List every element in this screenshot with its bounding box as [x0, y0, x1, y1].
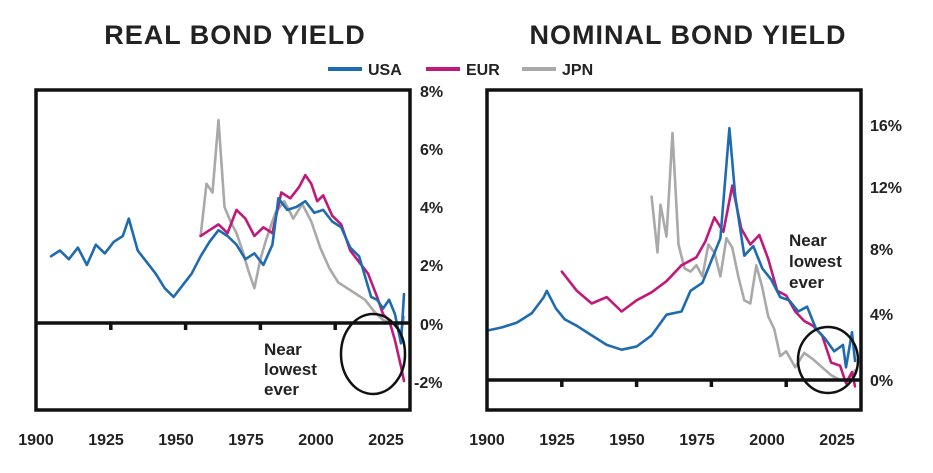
real-xtick-2000: 2000: [298, 432, 334, 449]
nominal-ytick-12: 12%: [870, 180, 902, 197]
real-ytick-neg2: -2%: [414, 375, 442, 392]
nominal-zero-ticks: [560, 380, 788, 387]
legend-label-jpn: JPN: [562, 62, 593, 79]
real-zero-ticks: [109, 323, 337, 330]
real-ytick-4: 4%: [420, 200, 443, 217]
real-annotation-circle: [339, 312, 407, 396]
nominal-xtick-1950: 1950: [609, 432, 645, 449]
nominal-ytick-16: 16%: [870, 118, 902, 135]
real-annotation-line-2: lowest: [264, 360, 317, 379]
real-ytick-2: 2%: [420, 258, 443, 275]
nominal-ytick-8: 8%: [870, 242, 893, 259]
nominal-ytick-0: 0%: [870, 373, 893, 390]
nominal-xtick-1925: 1925: [539, 432, 575, 449]
nominal-annotation-line-1: Near: [789, 231, 827, 250]
real-yield-chart: 1900 1925 1950 1975 2000 2025 8% 6% 4% 2…: [18, 84, 443, 449]
legend-label-usa: USA: [368, 62, 402, 79]
nominal-annotation-line-2: lowest: [789, 252, 842, 271]
nominal-series-jpn: [650, 131, 857, 382]
legend-label-eur: EUR: [466, 62, 500, 79]
nominal-ytick-4: 4%: [870, 307, 893, 324]
real-series-usa: [49, 197, 406, 345]
nominal-annotation: Near lowest ever: [789, 231, 842, 292]
nominal-y-tick-labels: 16% 12% 8% 4% 0%: [870, 118, 902, 390]
real-annotation-line-1: Near: [264, 340, 302, 359]
nominal-plot-frame: [485, 88, 863, 412]
nominal-xtick-2000: 2000: [749, 432, 785, 449]
real-xtick-1975: 1975: [228, 432, 264, 449]
legend: USA EUR JPN: [328, 62, 593, 79]
nominal-xtick-1900: 1900: [469, 432, 505, 449]
real-xtick-1950: 1950: [158, 432, 194, 449]
real-annotation: Near lowest ever: [264, 340, 317, 399]
real-series-eur: [199, 173, 406, 383]
real-ytick-6: 6%: [420, 142, 443, 159]
real-xtick-1925: 1925: [88, 432, 124, 449]
nominal-xtick-1975: 1975: [679, 432, 715, 449]
nominal-annotation-line-3: ever: [789, 273, 824, 292]
nominal-xtick-2025: 2025: [819, 432, 855, 449]
real-series-layer: [49, 118, 406, 383]
nominal-annotation-circle: [796, 325, 860, 395]
real-xtick-1900: 1900: [18, 432, 54, 449]
chart-title-nominal: NOMINAL BOND YIELD: [529, 20, 846, 50]
nominal-yield-chart: 1900 1925 1950 1975 2000 2025 16% 12% 8%…: [469, 88, 902, 449]
real-ytick-0: 0%: [420, 317, 443, 334]
real-xtick-2025: 2025: [368, 432, 404, 449]
real-annotation-line-3: ever: [264, 380, 299, 399]
nominal-x-tick-labels: 1900 1925 1950 1975 2000 2025: [469, 432, 855, 449]
real-y-tick-labels: 8% 6% 4% 2% 0% -2%: [414, 84, 443, 392]
real-plot-frame: [34, 88, 412, 412]
real-ytick-8: 8%: [420, 84, 443, 101]
chart-title-real: REAL BOND YIELD: [104, 20, 366, 50]
real-x-tick-labels: 1900 1925 1950 1975 2000 2025: [18, 432, 404, 449]
